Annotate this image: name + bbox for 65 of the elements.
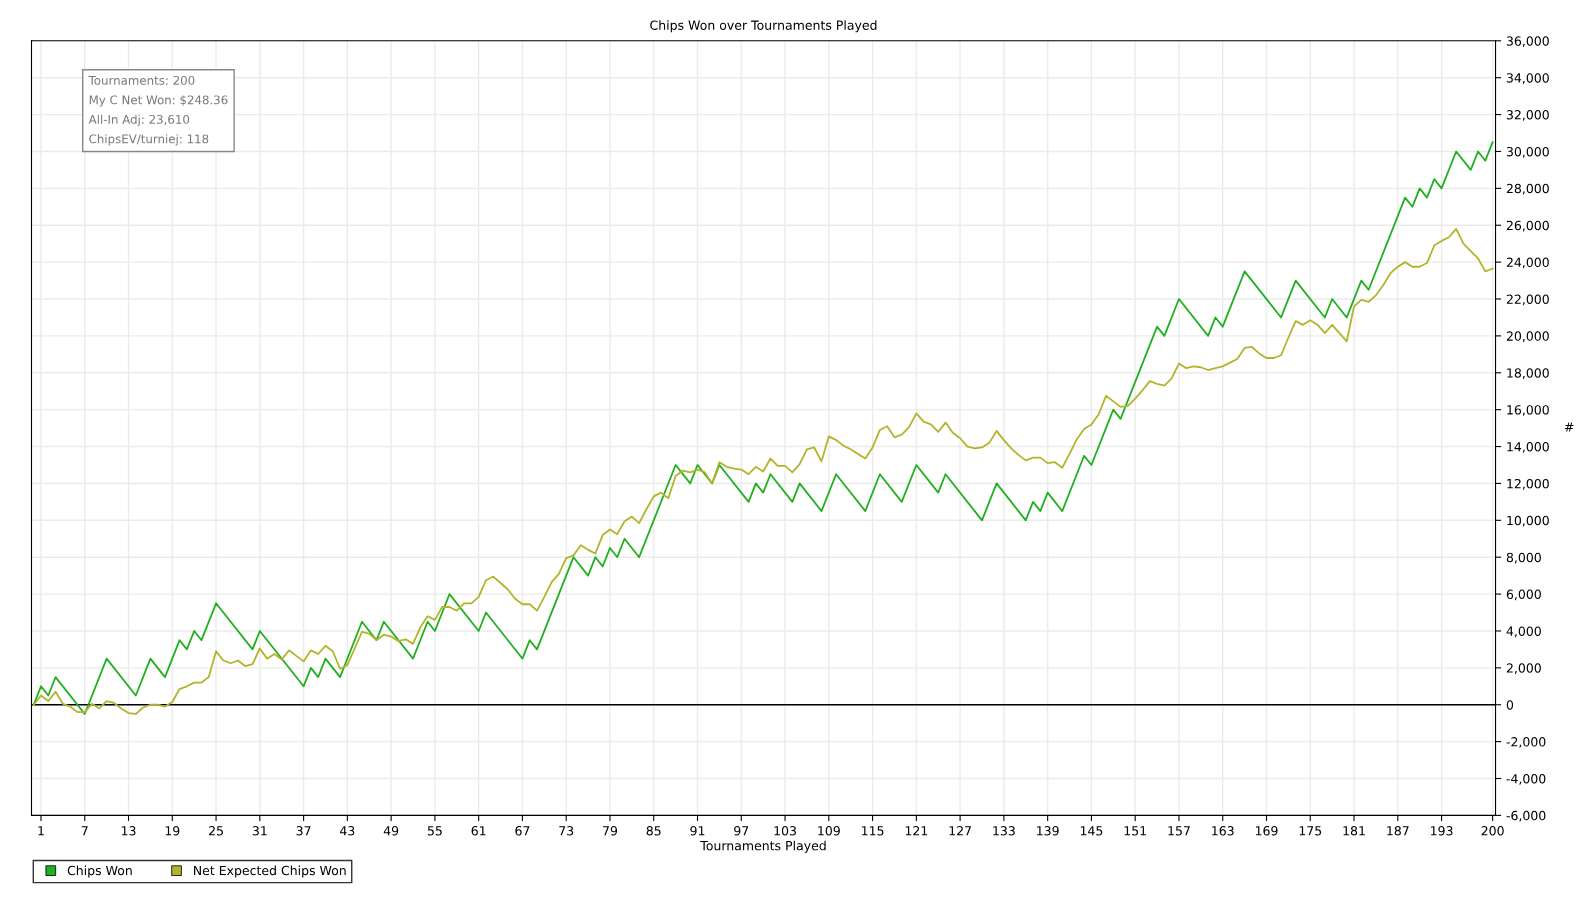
- legend-label: Chips Won: [67, 865, 132, 878]
- y-tick-label: -4,000: [1506, 773, 1546, 785]
- x-tick-label: 103: [774, 826, 796, 836]
- x-tick-label: 169: [1255, 826, 1278, 836]
- x-tick-label: 139: [1037, 826, 1059, 836]
- x-tick-label: 181: [1343, 826, 1365, 836]
- y-tick-label: 22,000: [1506, 294, 1549, 306]
- x-tick-label: 97: [734, 826, 749, 836]
- x-tick-label: 1: [38, 826, 44, 836]
- y-tick-label: 32,000: [1506, 110, 1549, 121]
- y-tick-label: 18,000: [1507, 368, 1549, 379]
- y-tick-label: 12,000: [1507, 478, 1549, 490]
- x-tick-label: 157: [1168, 826, 1190, 836]
- x-tick-label: 193: [1431, 826, 1453, 836]
- x-tick-label: 25: [209, 826, 223, 836]
- x-tick-label: 115: [862, 826, 884, 836]
- x-tick-label: 163: [1212, 826, 1234, 836]
- y-tick-label: 24,000: [1506, 257, 1549, 269]
- annotation: ChipsEV/turniej: 118: [89, 134, 209, 146]
- x-tick-label: 49: [383, 826, 399, 836]
- y-tick-label: 6,000: [1506, 589, 1541, 601]
- annotation: All-In Adj: 23,610: [88, 114, 190, 127]
- x-tick-label: 37: [296, 826, 311, 836]
- y-tick-label: 10,000: [1507, 515, 1549, 527]
- x-tick-label: 175: [1299, 826, 1322, 836]
- y-tick-label: 36,000: [1506, 36, 1549, 48]
- y-tick-label: 16,000: [1507, 405, 1549, 416]
- annotation: My C Net Won: $248.36: [89, 95, 228, 107]
- x-tick-label: 73: [559, 826, 574, 836]
- x-tick-label: 55: [427, 826, 442, 836]
- x-tick-label: 79: [603, 826, 618, 836]
- x-tick-label: 133: [993, 826, 1015, 836]
- y-tick-label: 28,000: [1506, 183, 1549, 195]
- x-tick-label: 13: [121, 826, 136, 836]
- y-tick-label: 0: [1506, 700, 1514, 710]
- y-tick-label: 4,000: [1506, 626, 1541, 638]
- x-tick-label: 200: [1481, 826, 1504, 836]
- y-axis-title: #: [1564, 422, 1574, 432]
- x-tick-label: 121: [905, 826, 928, 836]
- x-tick-label: 61: [471, 826, 486, 836]
- y-tick-label: 20,000: [1506, 331, 1549, 343]
- y-tick-label: -6,000: [1506, 810, 1546, 822]
- x-tick-label: 187: [1387, 826, 1409, 836]
- x-tick-label: 109: [818, 826, 840, 836]
- y-tick-label: 30,000: [1506, 146, 1549, 158]
- x-tick-label: 91: [690, 826, 705, 836]
- annotation: Tournaments: 200: [88, 75, 195, 85]
- x-tick-label: 127: [949, 826, 971, 836]
- x-tick-label: 145: [1080, 826, 1103, 836]
- x-tick-label: 151: [1124, 826, 1146, 836]
- x-tick-label: 67: [515, 826, 530, 836]
- y-tick-label: 26,000: [1506, 220, 1549, 232]
- x-axis-title: Tournaments Played: [700, 840, 826, 853]
- chart-title: Chips Won over Tournaments Played: [650, 20, 877, 33]
- y-tick-label: 8,000: [1506, 552, 1541, 564]
- x-tick-label: 43: [340, 826, 355, 836]
- legend-label: Net Expected Chips Won: [194, 865, 346, 878]
- y-tick-label: 34,000: [1506, 73, 1549, 84]
- y-tick-label: -2,000: [1506, 737, 1546, 748]
- y-tick-label: 2,000: [1506, 663, 1541, 675]
- y-tick-label: 14,000: [1507, 442, 1549, 453]
- x-tick-label: 31: [252, 826, 267, 836]
- x-tick-label: 19: [165, 826, 180, 836]
- x-tick-label: 7: [81, 826, 88, 836]
- x-tick-label: 85: [646, 826, 661, 836]
